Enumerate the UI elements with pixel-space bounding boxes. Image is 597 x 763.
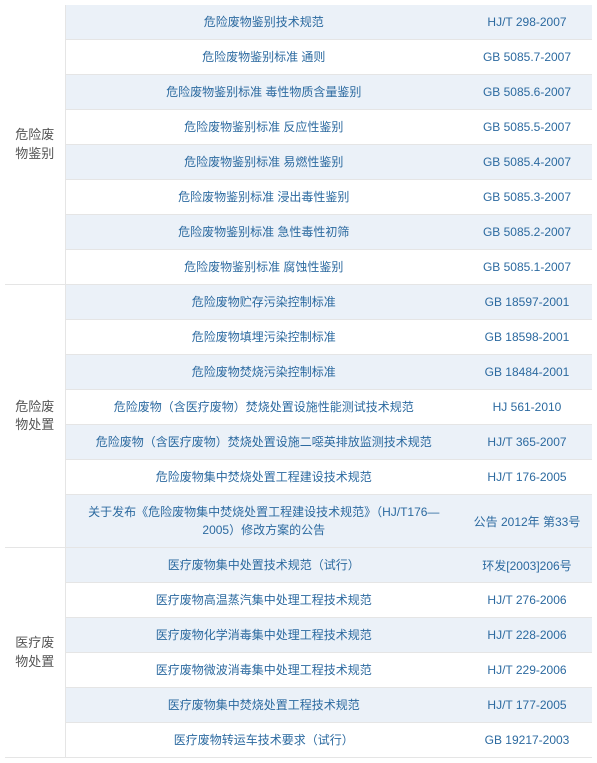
standard-title[interactable]: 危险废物焚烧污染控制标准 [65, 355, 462, 390]
table-row: 医疗废物化学消毒集中处理工程技术规范HJ/T 228-2006 [5, 618, 592, 653]
standard-title[interactable]: 医疗废物高温蒸汽集中处理工程技术规范 [65, 583, 462, 618]
table-row: 危险废物焚烧污染控制标准GB 18484-2001 [5, 355, 592, 390]
table-row: 医疗废物集中焚烧处置工程技术规范HJ/T 177-2005 [5, 688, 592, 723]
standard-title[interactable]: 医疗废物化学消毒集中处理工程技术规范 [65, 618, 462, 653]
table-row: 危险废物鉴别标准 易燃性鉴别GB 5085.4-2007 [5, 145, 592, 180]
table-row: 危险废物填埋污染控制标准GB 18598-2001 [5, 320, 592, 355]
standard-code[interactable]: GB 5085.5-2007 [462, 110, 592, 145]
table-row: 危险废物处置危险废物贮存污染控制标准GB 18597-2001 [5, 285, 592, 320]
table-row: 关于发布《危险废物集中焚烧处置工程建设技术规范》（HJ/T176—2005）修改… [5, 495, 592, 548]
standard-title[interactable]: 危险废物鉴别标准 易燃性鉴别 [65, 145, 462, 180]
standard-title[interactable]: 危险废物鉴别标准 通则 [65, 40, 462, 75]
category-cell: 医疗废物处置 [5, 548, 65, 758]
standard-code[interactable]: GB 5085.2-2007 [462, 215, 592, 250]
standard-code[interactable]: 公告 2012年 第33号 [462, 495, 592, 548]
standard-title[interactable]: 医疗废物集中焚烧处置工程技术规范 [65, 688, 462, 723]
standard-code[interactable]: GB 5085.7-2007 [462, 40, 592, 75]
standard-code[interactable]: HJ/T 176-2005 [462, 460, 592, 495]
standard-title[interactable]: 危险废物（含医疗废物）焚烧处置设施二噁英排放监测技术规范 [65, 425, 462, 460]
table-row: 危险废物（含医疗废物）焚烧处置设施性能测试技术规范HJ 561-2010 [5, 390, 592, 425]
table-row: 医疗废物高温蒸汽集中处理工程技术规范HJ/T 276-2006 [5, 583, 592, 618]
standard-code[interactable]: GB 18598-2001 [462, 320, 592, 355]
standard-title[interactable]: 医疗废物转运车技术要求（试行） [65, 723, 462, 758]
standard-code[interactable]: GB 5085.3-2007 [462, 180, 592, 215]
table-row: 危险废物鉴别标准 反应性鉴别GB 5085.5-2007 [5, 110, 592, 145]
standard-title[interactable]: 危险废物集中焚烧处置工程建设技术规范 [65, 460, 462, 495]
table-row: 危险废物鉴别危险废物鉴别技术规范HJ/T 298-2007 [5, 5, 592, 40]
standard-title[interactable]: 医疗废物集中处置技术规范（试行） [65, 548, 462, 583]
standard-code[interactable]: GB 5085.6-2007 [462, 75, 592, 110]
standard-title[interactable]: 医疗废物微波消毒集中处理工程技术规范 [65, 653, 462, 688]
table-row: 医疗废物处置医疗废物集中处置技术规范（试行）环发[2003]206号 [5, 548, 592, 583]
standard-title[interactable]: 危险废物填埋污染控制标准 [65, 320, 462, 355]
table-row: 医疗废物微波消毒集中处理工程技术规范HJ/T 229-2006 [5, 653, 592, 688]
standards-table: 危险废物鉴别危险废物鉴别技术规范HJ/T 298-2007危险废物鉴别标准 通则… [5, 5, 592, 758]
table-row: 危险废物鉴别标准 腐蚀性鉴别GB 5085.1-2007 [5, 250, 592, 285]
table-row: 危险废物鉴别标准 通则GB 5085.7-2007 [5, 40, 592, 75]
standard-title[interactable]: 危险废物鉴别标准 浸出毒性鉴别 [65, 180, 462, 215]
standard-code[interactable]: HJ/T 298-2007 [462, 5, 592, 40]
standard-code[interactable]: HJ/T 177-2005 [462, 688, 592, 723]
table-row: 危险废物鉴别标准 毒性物质含量鉴别GB 5085.6-2007 [5, 75, 592, 110]
table-row: 危险废物鉴别标准 急性毒性初筛GB 5085.2-2007 [5, 215, 592, 250]
table-row: 危险废物（含医疗废物）焚烧处置设施二噁英排放监测技术规范HJ/T 365-200… [5, 425, 592, 460]
standard-code[interactable]: HJ 561-2010 [462, 390, 592, 425]
standard-code[interactable]: HJ/T 276-2006 [462, 583, 592, 618]
standard-title[interactable]: 危险废物鉴别技术规范 [65, 5, 462, 40]
table-row: 医疗废物转运车技术要求（试行）GB 19217-2003 [5, 723, 592, 758]
table-row: 危险废物集中焚烧处置工程建设技术规范HJ/T 176-2005 [5, 460, 592, 495]
standard-code[interactable]: GB 5085.4-2007 [462, 145, 592, 180]
category-cell: 危险废物鉴别 [5, 5, 65, 285]
standard-code[interactable]: 环发[2003]206号 [462, 548, 592, 583]
standard-title[interactable]: 危险废物鉴别标准 腐蚀性鉴别 [65, 250, 462, 285]
standard-title[interactable]: 危险废物鉴别标准 急性毒性初筛 [65, 215, 462, 250]
standard-code[interactable]: HJ/T 228-2006 [462, 618, 592, 653]
standard-code[interactable]: HJ/T 365-2007 [462, 425, 592, 460]
standard-title[interactable]: 危险废物鉴别标准 毒性物质含量鉴别 [65, 75, 462, 110]
standard-title[interactable]: 危险废物鉴别标准 反应性鉴别 [65, 110, 462, 145]
standard-title[interactable]: 关于发布《危险废物集中焚烧处置工程建设技术规范》（HJ/T176—2005）修改… [65, 495, 462, 548]
standard-code[interactable]: GB 18597-2001 [462, 285, 592, 320]
standard-code[interactable]: HJ/T 229-2006 [462, 653, 592, 688]
category-cell: 危险废物处置 [5, 285, 65, 548]
standard-title[interactable]: 危险废物（含医疗废物）焚烧处置设施性能测试技术规范 [65, 390, 462, 425]
standard-code[interactable]: GB 5085.1-2007 [462, 250, 592, 285]
standard-title[interactable]: 危险废物贮存污染控制标准 [65, 285, 462, 320]
table-row: 危险废物鉴别标准 浸出毒性鉴别GB 5085.3-2007 [5, 180, 592, 215]
standard-code[interactable]: GB 18484-2001 [462, 355, 592, 390]
standard-code[interactable]: GB 19217-2003 [462, 723, 592, 758]
